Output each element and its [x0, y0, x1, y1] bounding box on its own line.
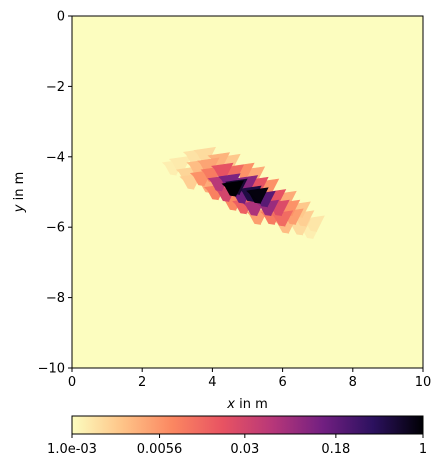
- anomaly-cell: [248, 213, 262, 225]
- colorbar-tick-label: 1.0e-03: [47, 442, 97, 457]
- anomaly-cell: [164, 164, 177, 176]
- colorbar-ticks: 1.0e-03 0.0056 0.03 0.18 1: [47, 434, 427, 457]
- x-tick-label: 8: [349, 375, 357, 390]
- anomaly-cell: [217, 190, 230, 202]
- x-tick-label: 6: [278, 375, 286, 390]
- colorbar-tick-label: 0.03: [230, 442, 259, 457]
- plot-area: [71, 15, 424, 369]
- anomaly-cell: [206, 188, 220, 201]
- y-tick-label: −4: [46, 150, 65, 165]
- x-axis-ticks: 0 2 4 6 8 10: [68, 368, 431, 390]
- anomaly-cell: [182, 178, 195, 190]
- anomaly-cell: [234, 202, 248, 215]
- x-axis-label: x in m: [226, 397, 267, 412]
- y-tick-label: −2: [46, 80, 65, 95]
- anomaly-cell: [245, 204, 258, 217]
- colorbar-tick-label: 0.18: [321, 442, 350, 457]
- x-tick-label: 2: [138, 375, 146, 390]
- x-tick-label: 0: [68, 375, 76, 390]
- anomaly-cell: [210, 179, 223, 192]
- plot-frame: [71, 15, 424, 369]
- anomaly-cell: [241, 190, 255, 202]
- anomaly-cell: [224, 185, 237, 197]
- x-tick-label: 4: [208, 375, 216, 390]
- y-tick-label: −10: [38, 362, 65, 377]
- y-tick-label: −6: [46, 221, 65, 236]
- colorbar: 1.0e-03 0.0056 0.03 0.18 1: [47, 415, 427, 457]
- anomaly-cell: [290, 223, 304, 236]
- anomaly-cell: [192, 174, 205, 187]
- y-axis-label: y in m: [12, 172, 27, 213]
- anomaly-cell: [262, 213, 276, 225]
- colorbar-tick-label: 1: [419, 442, 427, 457]
- anomaly-cell: [224, 199, 237, 211]
- y-axis-ticks: 0 −2 −4 −6 −8 −10: [38, 10, 72, 377]
- colorbar-gradient: [71, 415, 424, 435]
- colorbar-tick-label: 0.0056: [137, 442, 183, 457]
- anomaly-cells: [161, 146, 325, 239]
- y-tick-label: −8: [46, 291, 65, 306]
- y-tick-label: 0: [57, 10, 65, 25]
- anomaly-cell: [248, 192, 262, 204]
- x-tick-label: 10: [415, 375, 432, 390]
- anomaly-cell: [259, 204, 272, 217]
- anomaly-cell: [273, 215, 286, 227]
